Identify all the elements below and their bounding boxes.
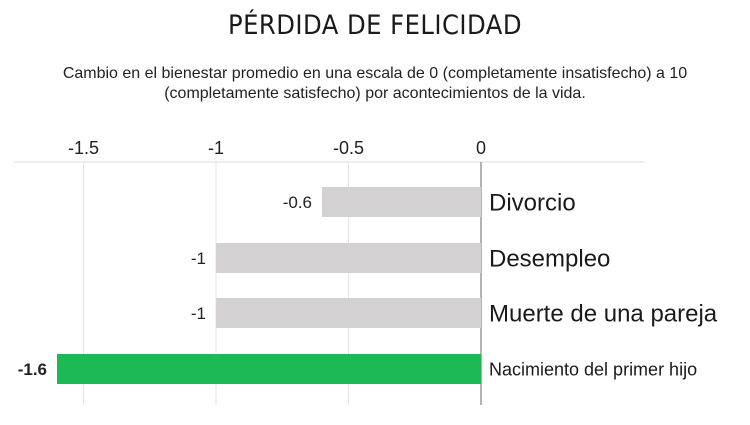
- category-label: Muerte de una pareja: [489, 301, 718, 328]
- x-tick-label: -0.5: [333, 138, 364, 158]
- bar: [216, 298, 481, 328]
- bar: [322, 187, 481, 217]
- x-tick-label: -1.5: [68, 138, 99, 158]
- bar: [216, 243, 481, 273]
- category-label: Nacimiento del primer hijo: [489, 359, 697, 379]
- category-label: Desempleo: [489, 246, 610, 273]
- x-tick-label: 0: [476, 138, 486, 158]
- data-label: -1: [191, 304, 206, 323]
- category-label: Divorcio: [489, 190, 576, 217]
- chart-title: PÉRDIDA DE FELICIDAD: [228, 10, 522, 41]
- x-tick-label: -1: [208, 138, 224, 158]
- data-label: -1.6: [18, 360, 47, 379]
- bar: [57, 354, 481, 384]
- data-label: -0.6: [283, 193, 312, 212]
- data-label: -1: [191, 249, 206, 268]
- chart-subtitle: Cambio en el bienestar promedio en una e…: [62, 65, 688, 102]
